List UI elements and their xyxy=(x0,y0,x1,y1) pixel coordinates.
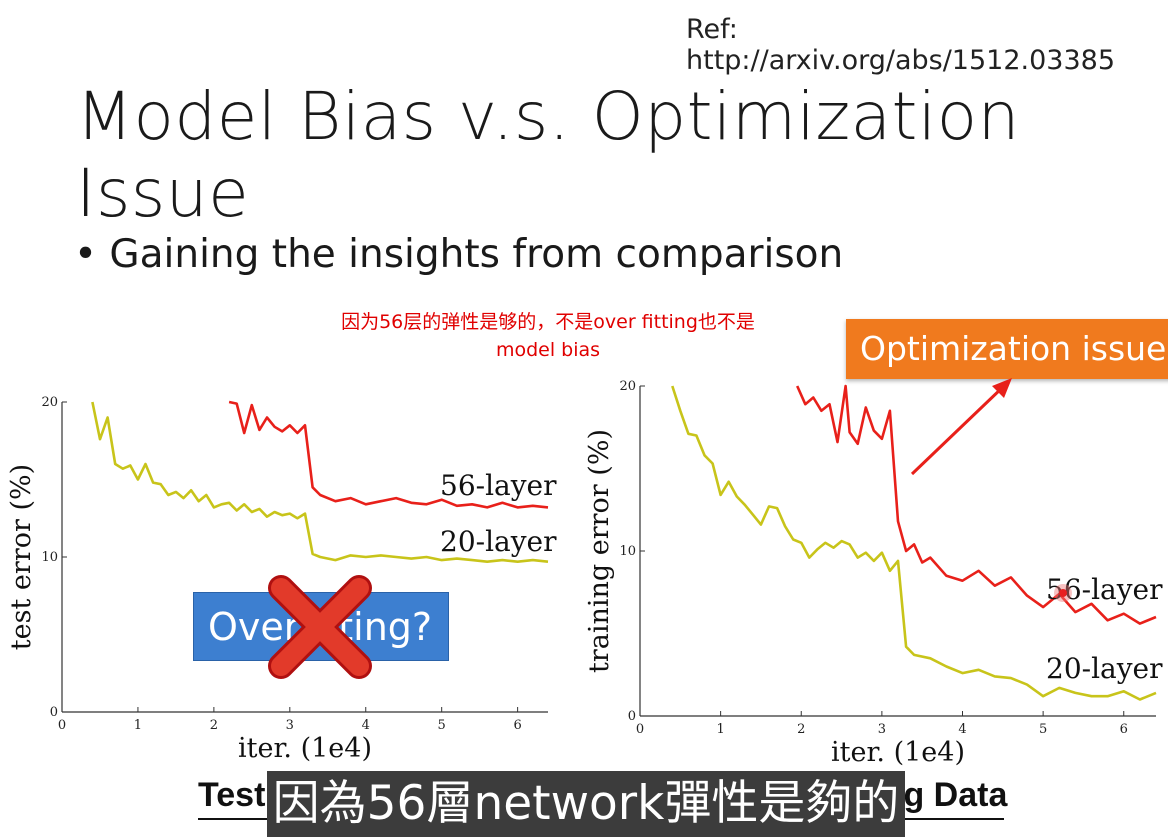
x-axis-label: iter. (1e4) xyxy=(831,737,965,768)
training-error-chart: 0 1 2 3 4 5 6 0 10 20 iter. (1e4) training error (%… xyxy=(584,379,1163,768)
y-axis-label: training error (%) xyxy=(584,429,615,673)
y-axis-label: test error (%) xyxy=(6,464,37,650)
x-tick-label: 5 xyxy=(1039,722,1047,737)
y-tick-label: 10 xyxy=(619,544,636,559)
red-cross-icon xyxy=(268,575,372,679)
x-tick-label: 0 xyxy=(636,722,644,737)
x-tick-label: 1 xyxy=(134,718,142,733)
x-tick-label: 3 xyxy=(878,722,886,737)
video-subtitle: 因為56層network彈性是夠的 xyxy=(267,771,905,837)
x-tick-label: 2 xyxy=(210,718,218,733)
series-line-56-layer xyxy=(228,400,549,509)
y-tick-label: 20 xyxy=(619,379,636,394)
y-tick-label: 10 xyxy=(41,550,58,565)
series-label-56-layer: 56-layer xyxy=(1046,573,1163,606)
series-label-20-layer: 20-layer xyxy=(440,525,557,558)
series-line-20-layer xyxy=(91,401,549,563)
callout-arrow xyxy=(910,378,1012,476)
x-tick-label: 3 xyxy=(286,718,294,733)
x-tick-label: 6 xyxy=(513,718,521,733)
optimization-issue-callout: Optimization issue xyxy=(846,319,1168,379)
x-tick-label: 4 xyxy=(362,718,370,733)
reference-text: Ref: http://arxiv.org/abs/1512.03385 xyxy=(686,14,1115,76)
x-tick-label: 2 xyxy=(797,722,805,737)
x-tick-label: 0 xyxy=(58,718,66,733)
x-tick-label: 5 xyxy=(438,718,446,733)
bullet-point: • Gaining the insights from comparison xyxy=(74,232,844,277)
series-line-56-layer xyxy=(796,384,1157,625)
y-tick-label: 0 xyxy=(628,709,636,724)
y-tick-label: 0 xyxy=(50,705,58,720)
red-annotation: 因为56层的弹性是够的，不是over fitting也不是 model bias xyxy=(298,308,798,364)
annotation-line-2: model bias xyxy=(495,339,601,361)
x-tick-label: 4 xyxy=(958,722,966,737)
y-tick-label: 20 xyxy=(41,395,58,410)
series-label-56-layer: 56-layer xyxy=(440,469,557,502)
series-label-20-layer: 20-layer xyxy=(1046,652,1163,685)
x-tick-label: 6 xyxy=(1120,722,1128,737)
testing-error-chart: 0 1 2 3 4 5 6 0 10 20 iter. (1e4) test error (%) 56-… xyxy=(6,395,557,764)
slide-title: Model Bias v.s. Optimization Issue xyxy=(76,78,1020,232)
cursor-pointer-icon xyxy=(1054,584,1072,602)
annotation-line-1: 因为56层的弹性是够的，不是over fitting也不是 xyxy=(341,311,755,333)
series-line-20-layer xyxy=(671,385,1157,701)
x-tick-label: 1 xyxy=(716,722,724,737)
x-axis-label: iter. (1e4) xyxy=(238,733,372,764)
